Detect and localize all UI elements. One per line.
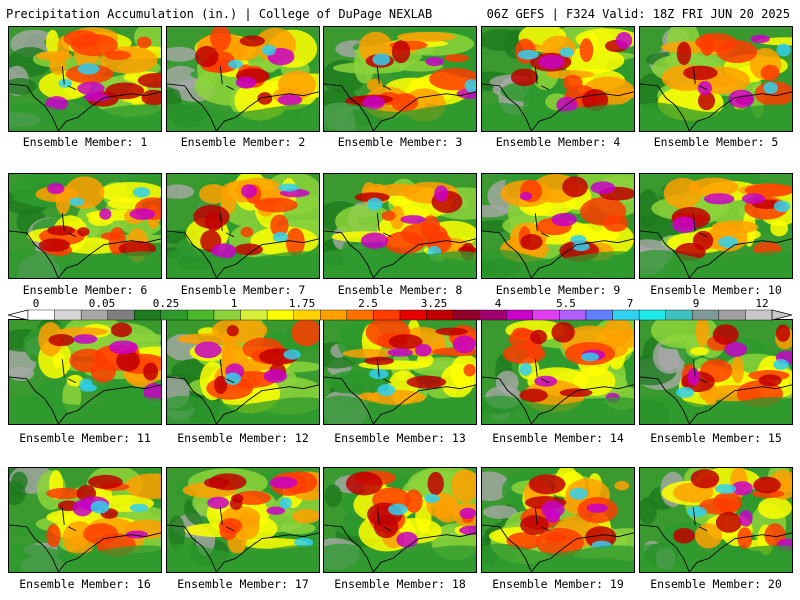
colorbar-swatch — [80, 309, 108, 321]
colorbar-swatch — [266, 309, 294, 321]
colorbar-swatch — [452, 309, 480, 321]
chart-title: Precipitation Accumulation (in.) | Colle… — [6, 7, 433, 21]
ensemble-member-label: Ensemble Member: 1 — [22, 135, 148, 149]
ensemble-member-label: Ensemble Member: 17 — [177, 577, 309, 591]
ensemble-map-panel — [8, 26, 162, 132]
colorbar-swatch — [160, 309, 188, 321]
colorbar-tick-label: 5.5 — [556, 297, 576, 310]
colorbar-swatch — [107, 309, 135, 321]
ensemble-map-panel — [8, 173, 162, 279]
colorbar-swatch — [718, 309, 746, 321]
ensemble-member-label: Ensemble Member: 2 — [180, 135, 306, 149]
ensemble-map-panel — [639, 26, 793, 132]
colorbar-swatch — [399, 309, 427, 321]
colorbar-swatch — [585, 309, 613, 321]
colorbar-swatch — [745, 309, 773, 321]
colorbar-swatch — [27, 309, 55, 321]
ensemble-map-panel — [8, 467, 162, 573]
colorbar-swatch — [612, 309, 640, 321]
ensemble-map-panel — [323, 26, 477, 132]
colorbar-tick-label: 12 — [755, 297, 769, 310]
model-run-info: 06Z GEFS | F324 Valid: 18Z FRI JUN 20 20… — [486, 7, 790, 21]
ensemble-map-panel — [639, 173, 793, 279]
ensemble-map-panel — [639, 467, 793, 573]
colorbar-max-arrow — [771, 309, 792, 321]
ensemble-member-label: Ensemble Member: 12 — [177, 431, 309, 445]
colorbar-swatch — [532, 309, 560, 321]
ensemble-map-panel — [323, 467, 477, 573]
ensemble-map-panel — [166, 467, 320, 573]
colorbar-min-arrow — [8, 309, 29, 321]
ensemble-member-label: Ensemble Member: 11 — [19, 431, 151, 445]
colorbar — [8, 309, 792, 321]
ensemble-member-label: Ensemble Member: 20 — [650, 577, 782, 591]
ensemble-map-panel — [323, 173, 477, 279]
ensemble-member-label: Ensemble Member: 6 — [22, 283, 148, 297]
ensemble-map-panel — [481, 26, 635, 132]
ensemble-member-label: Ensemble Member: 14 — [492, 431, 624, 445]
ensemble-member-label: Ensemble Member: 16 — [19, 577, 151, 591]
ensemble-member-label: Ensemble Member: 9 — [495, 283, 621, 297]
ensemble-map-panel — [166, 319, 320, 425]
colorbar-swatch — [559, 309, 587, 321]
ensemble-member-label: Ensemble Member: 10 — [650, 283, 782, 297]
ensemble-member-label: Ensemble Member: 13 — [334, 431, 466, 445]
colorbar-tick-label: 1.75 — [288, 297, 316, 310]
colorbar-tick-label: 9 — [692, 297, 700, 310]
colorbar-tick-label: 2.5 — [358, 297, 378, 310]
ensemble-map-panel — [481, 467, 635, 573]
colorbar-tick-label: 4 — [494, 297, 502, 310]
colorbar-swatch — [54, 309, 82, 321]
colorbar-tick-label: 0 — [32, 297, 40, 310]
ensemble-member-label: Ensemble Member: 8 — [337, 283, 463, 297]
colorbar-swatch — [638, 309, 666, 321]
colorbar-tick-label: 3.25 — [420, 297, 448, 310]
colorbar-swatch — [426, 309, 454, 321]
colorbar-tick-label: 1 — [230, 297, 238, 310]
colorbar-tick-label: 0.05 — [88, 297, 116, 310]
colorbar-tick-label: 7 — [626, 297, 634, 310]
colorbar-swatch — [479, 309, 507, 321]
ensemble-map-panel — [481, 173, 635, 279]
ensemble-member-label: Ensemble Member: 4 — [495, 135, 621, 149]
colorbar-tick-label: 0.25 — [152, 297, 180, 310]
ensemble-map-panel — [481, 319, 635, 425]
colorbar-swatch — [692, 309, 720, 321]
colorbar-swatch — [506, 309, 534, 321]
ensemble-map-panel — [8, 319, 162, 425]
ensemble-member-label: Ensemble Member: 18 — [334, 577, 466, 591]
ensemble-member-label: Ensemble Member: 15 — [650, 431, 782, 445]
ensemble-member-label: Ensemble Member: 5 — [653, 135, 779, 149]
ensemble-map-panel — [166, 173, 320, 279]
colorbar-swatch — [213, 309, 241, 321]
colorbar-swatch — [346, 309, 374, 321]
ensemble-member-label: Ensemble Member: 7 — [180, 283, 306, 297]
colorbar-swatch — [293, 309, 321, 321]
colorbar-swatch — [665, 309, 693, 321]
ensemble-map-panel — [166, 26, 320, 132]
colorbar-swatch — [240, 309, 268, 321]
colorbar-swatch — [320, 309, 348, 321]
ensemble-member-label: Ensemble Member: 3 — [337, 135, 463, 149]
colorbar-swatch — [134, 309, 162, 321]
colorbar-swatch — [187, 309, 215, 321]
ensemble-map-panel — [639, 319, 793, 425]
ensemble-map-panel — [323, 319, 477, 425]
colorbar-swatch — [373, 309, 401, 321]
ensemble-member-label: Ensemble Member: 19 — [492, 577, 624, 591]
